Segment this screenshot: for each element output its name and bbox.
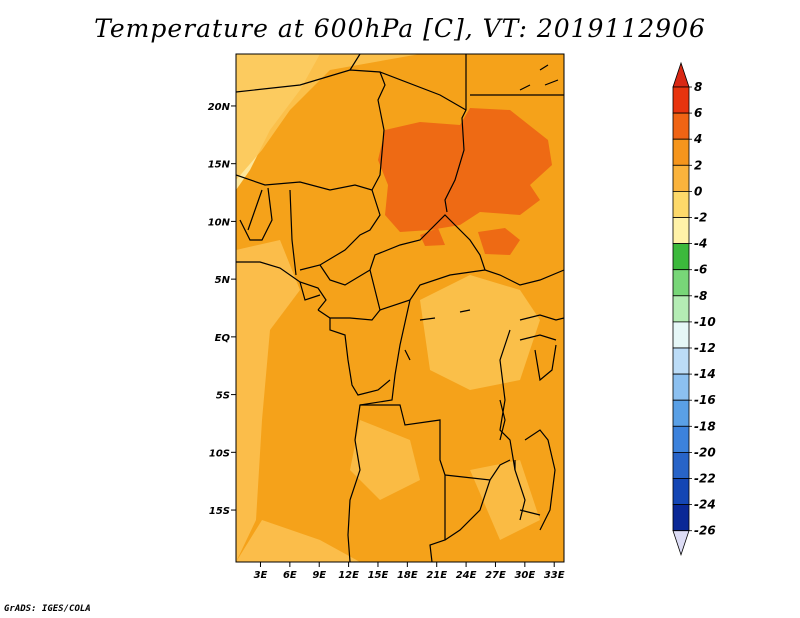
colorbar-swatch: [672, 478, 690, 506]
colorbar-level-label: -18: [694, 419, 716, 433]
colorbar-swatch: [672, 295, 690, 323]
lat-tick-label: 15S: [209, 506, 230, 517]
colorbar-swatch: [672, 347, 690, 375]
field-4-6-tiny: [420, 228, 445, 246]
lon-tick-label: 18E: [397, 570, 418, 581]
colorbar-level-label: -16: [694, 393, 716, 407]
lon-tick-label: 21E: [426, 570, 447, 581]
colorbar-swatch: [672, 321, 690, 349]
colorbar-swatch: [672, 373, 690, 401]
field-northwest-0-2: [236, 54, 420, 180]
colorbar-swatch: [672, 164, 690, 192]
colorbar-level-label: -12: [694, 341, 716, 355]
colorbar: 8 6 4 2 0 -2 -4 -6 -8 -10 -12 -14 -16 -18 -20 -22 -24 -26: [672, 61, 716, 556]
country-borders: [236, 54, 564, 562]
colorbar-swatch: [672, 86, 690, 114]
field-west-0-2: [236, 240, 300, 562]
colorbar-swatch: [672, 138, 690, 166]
colorbar-level-label: 4: [693, 132, 702, 146]
lat-tick-label: EQ: [215, 333, 231, 344]
lon-tick-label: 9E: [312, 570, 326, 581]
colorbar-level-label: 2: [694, 158, 702, 172]
map-frame: [235, 53, 565, 563]
lon-tick-label: 12E: [338, 570, 359, 581]
colorbar-level-label: -10: [694, 315, 716, 329]
colorbar-swatch: [672, 399, 690, 427]
colorbar-level-label: -24: [694, 498, 716, 512]
lon-tick-label: 24E: [456, 570, 477, 581]
colorbar-level-label: -14: [694, 367, 716, 381]
lat-tick-label: 20N: [208, 102, 231, 113]
field-central-0-2: [420, 275, 540, 390]
colorbar-level-label: -20: [694, 445, 716, 459]
field-southwest-0-2: [236, 520, 360, 562]
lon-tick-label: 6E: [283, 570, 297, 581]
colorbar-swatch: [672, 190, 690, 218]
lon-tick-label: 3E: [254, 570, 268, 581]
colorbar-level-label: -4: [694, 237, 707, 251]
temperature-field: [236, 54, 564, 562]
latitude-axis: 20N 15N 10N 5N EQ 5S 10S 15S: [208, 102, 236, 517]
field-south-0-2: [350, 420, 420, 500]
colorbar-level-label: 6: [694, 106, 702, 120]
colorbar-level-label: -8: [694, 289, 707, 303]
colorbar-level-label: 8: [694, 80, 702, 94]
lon-tick-label: 30E: [514, 570, 535, 581]
colorbar-swatch: [672, 504, 690, 532]
lon-tick-label: 27E: [485, 570, 506, 581]
colorbar-level-label: -22: [694, 472, 716, 486]
chart-title: Temperature at 600hPa [C], VT: 201911290…: [94, 14, 706, 43]
colorbar-level-label: 0: [694, 184, 702, 198]
colorbar-top-arrow: [672, 61, 690, 88]
colorbar-swatch: [672, 269, 690, 297]
field-4-6-small: [478, 228, 520, 255]
lat-tick-label: 10N: [208, 217, 231, 228]
lat-tick-label: 15N: [208, 160, 231, 171]
lat-tick-label: 5N: [215, 275, 231, 286]
longitude-axis: 3E 6E 9E 12E 15E 18E 21E 24E 27E 30E 33E: [254, 562, 565, 581]
grads-credit: GrADS: IGES/COLA: [4, 604, 91, 614]
field-4-6: [378, 108, 552, 232]
colorbar-swatch: [672, 112, 690, 140]
colorbar-swatch: [672, 217, 690, 245]
lon-tick-label: 33E: [544, 570, 565, 581]
colorbar-swatch: [672, 451, 690, 479]
colorbar-bottom-arrow: [672, 530, 690, 556]
lat-tick-label: 5S: [216, 391, 230, 402]
colorbar-swatch: [672, 425, 690, 453]
colorbar-level-label: -26: [694, 524, 716, 538]
colorbar-level-label: -6: [694, 263, 707, 277]
lat-tick-label: 10S: [209, 448, 230, 459]
colorbar-level-label: -2: [694, 211, 707, 225]
lon-tick-label: 15E: [368, 570, 389, 581]
colorbar-swatch: [672, 243, 690, 271]
